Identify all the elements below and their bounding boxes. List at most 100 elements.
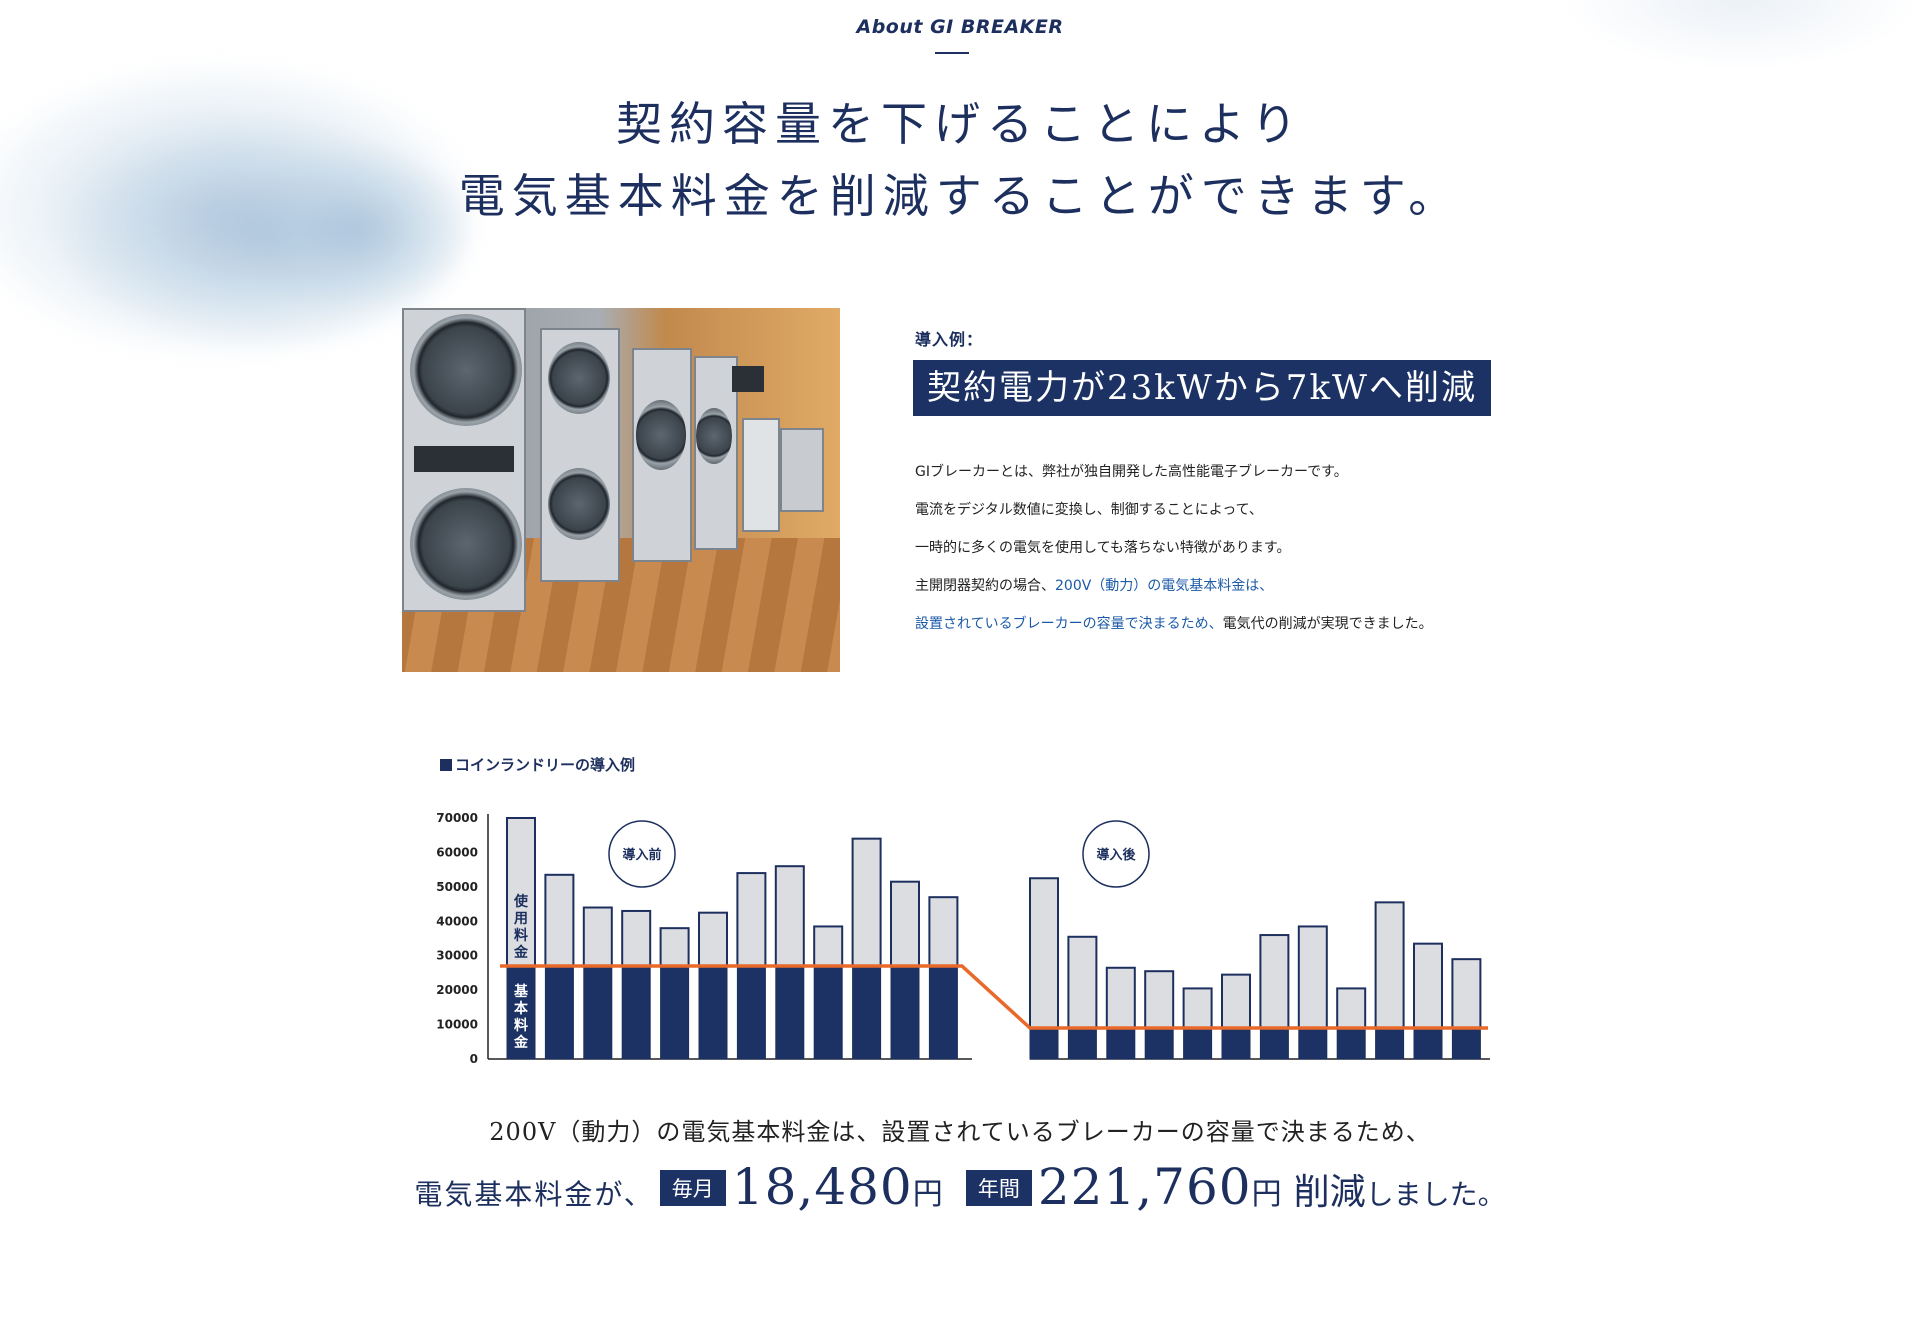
before-usage-bar xyxy=(506,817,536,968)
desc-line-3: 一時的に多くの電気を使用しても落ちない特徴があります。 xyxy=(915,540,1291,556)
y-tick-label: 40000 xyxy=(436,914,478,928)
base-label-char: 本 xyxy=(514,1000,529,1017)
after-base-bar xyxy=(1298,1027,1328,1060)
usage-label-char: 料 xyxy=(514,927,528,944)
headline-line-2: 電気基本料金を削減することができます。 xyxy=(458,169,1462,223)
y-tick-label: 20000 xyxy=(436,983,478,997)
yearly-yen: 円 xyxy=(1251,1177,1282,1212)
before-usage-bar xyxy=(698,911,728,968)
after-base-bar xyxy=(1336,1027,1366,1060)
example-description: GIブレーカーとは、弊社が独自開発した高性能電子ブレーカーです。 電流をデジタル… xyxy=(915,460,1535,650)
before-usage-bar xyxy=(544,873,575,968)
desc-line-1: GIブレーカーとは、弊社が独自開発した高性能電子ブレーカーです。 xyxy=(915,464,1348,480)
before-base-bar xyxy=(928,965,958,1060)
laundromat-photo xyxy=(402,308,840,672)
base-fee-line xyxy=(500,964,1488,1030)
after-usage-bar xyxy=(1029,877,1059,1030)
after-base-bar xyxy=(1144,1027,1174,1060)
after-base-bar xyxy=(1106,1027,1136,1060)
y-tick-label: 30000 xyxy=(436,949,478,963)
summary-line-1: 200V（動力）の電気基本料金は、設置されているブレーカーの容量で決まるため、 xyxy=(489,1118,1431,1146)
summary-cut: 削減 xyxy=(1293,1172,1366,1213)
yearly-value: 221,760 xyxy=(1037,1158,1252,1216)
before-base-bar xyxy=(736,965,766,1060)
after-usage-bar xyxy=(1451,958,1482,1030)
after-label: 導入後 xyxy=(1096,847,1136,863)
before-base-bar xyxy=(813,965,843,1060)
cloud-decoration-3 xyxy=(250,150,470,310)
after-base-bar xyxy=(1451,1027,1481,1060)
usage-label-char: 金 xyxy=(513,944,529,961)
after-usage-bar xyxy=(1336,987,1367,1030)
after-usage-bar xyxy=(1413,942,1443,1030)
before-usage-bar xyxy=(851,837,882,968)
usage-label-char: 用 xyxy=(514,911,528,927)
after-usage-bar xyxy=(1144,970,1175,1030)
chart-title-text: コインランドリーの導入例 xyxy=(455,756,636,774)
yearly-tag: 年間 xyxy=(965,1170,1032,1206)
desc-line-4: 主開閉器契約の場合、200V（動力）の電気基本料金は、 xyxy=(915,574,1535,612)
chart-title: コインランドリーの導入例 xyxy=(440,754,635,775)
before-usage-bar xyxy=(582,906,613,968)
after-base-bar xyxy=(1067,1027,1097,1060)
y-tick-label: 50000 xyxy=(436,880,478,894)
y-tick-label: 60000 xyxy=(436,845,478,859)
page-headline: 契約容量を下げることにより 電気基本料金を削減することができます。 xyxy=(0,88,1920,232)
eyebrow-divider xyxy=(935,52,969,54)
before-usage-bar xyxy=(774,865,805,968)
before-base-bar xyxy=(852,965,882,1060)
section-eyebrow: About GI BREAKER xyxy=(856,16,1064,38)
desc-line-5-highlight: 設置されているブレーカーの容量で決まるため、 xyxy=(915,616,1223,632)
desc-line-4-a: 主開閉器契約の場合、 xyxy=(915,578,1055,594)
usage-bar-chart: 700006000050000400003000020000100000使用料金… xyxy=(436,811,1490,1066)
before-base-bar xyxy=(621,965,651,1060)
example-banner: 契約電力が23kWから7kWへ削減 xyxy=(913,360,1491,416)
y-tick-label: 70000 xyxy=(436,811,478,825)
monthly-tag: 毎月 xyxy=(659,1170,726,1206)
monthly-value: 18,480 xyxy=(731,1158,913,1216)
square-bullet-icon xyxy=(440,759,452,771)
before-base-bar xyxy=(544,965,574,1060)
after-usage-bar xyxy=(1105,966,1136,1030)
after-usage-bar xyxy=(1374,901,1405,1030)
after-usage-bar xyxy=(1067,935,1098,1030)
usage-label-char: 使 xyxy=(513,893,529,910)
before-base-bar xyxy=(775,965,805,1060)
before-usage-bar xyxy=(621,909,652,968)
example-label: 導入例： xyxy=(915,330,984,349)
desc-line-5-b: 電気代の削減が実現できました。 xyxy=(1222,616,1433,632)
after-usage-bar xyxy=(1297,925,1328,1030)
after-label-circle xyxy=(1082,820,1150,888)
before-base-bar xyxy=(660,965,690,1060)
before-usage-bar xyxy=(890,880,920,968)
before-base-bar xyxy=(506,965,536,1060)
before-usage-bar xyxy=(736,872,767,968)
before-label-circle xyxy=(608,820,676,888)
after-base-bar xyxy=(1259,1027,1289,1060)
base-label-char: 金 xyxy=(513,1034,529,1051)
summary-prefix: 電気基本料金が、 xyxy=(414,1178,654,1211)
after-usage-bar xyxy=(1259,934,1290,1030)
after-base-bar xyxy=(1375,1027,1405,1060)
base-label-char: 料 xyxy=(514,1017,528,1034)
summary-line-2: 電気基本料金が、 毎月 18,480円 年間 221,760円 削減しました。 xyxy=(0,1158,1920,1216)
after-usage-bar xyxy=(1182,987,1213,1030)
after-usage-bar xyxy=(1221,973,1251,1030)
after-base-bar xyxy=(1413,1027,1443,1060)
before-label: 導入前 xyxy=(622,847,661,863)
before-base-bar xyxy=(890,965,920,1060)
before-usage-bar xyxy=(659,927,690,968)
before-base-bar xyxy=(583,965,613,1060)
after-base-bar xyxy=(1029,1027,1059,1060)
monthly-yen: 円 xyxy=(912,1177,943,1212)
before-usage-bar xyxy=(813,925,844,968)
y-tick-label: 0 xyxy=(470,1052,478,1066)
desc-line-2: 電流をデジタル数値に変換し、制御することによって、 xyxy=(915,502,1263,518)
summary-suffix: しました。 xyxy=(1365,1178,1506,1211)
before-base-bar xyxy=(698,965,728,1060)
y-tick-label: 10000 xyxy=(436,1018,478,1032)
desc-line-5: 設置されているブレーカーの容量で決まるため、電気代の削減が実現できました。 xyxy=(915,612,1535,650)
before-usage-bar xyxy=(928,896,959,968)
base-label-char: 基 xyxy=(514,983,529,1000)
headline-line-1: 契約容量を下げることにより xyxy=(615,97,1305,151)
